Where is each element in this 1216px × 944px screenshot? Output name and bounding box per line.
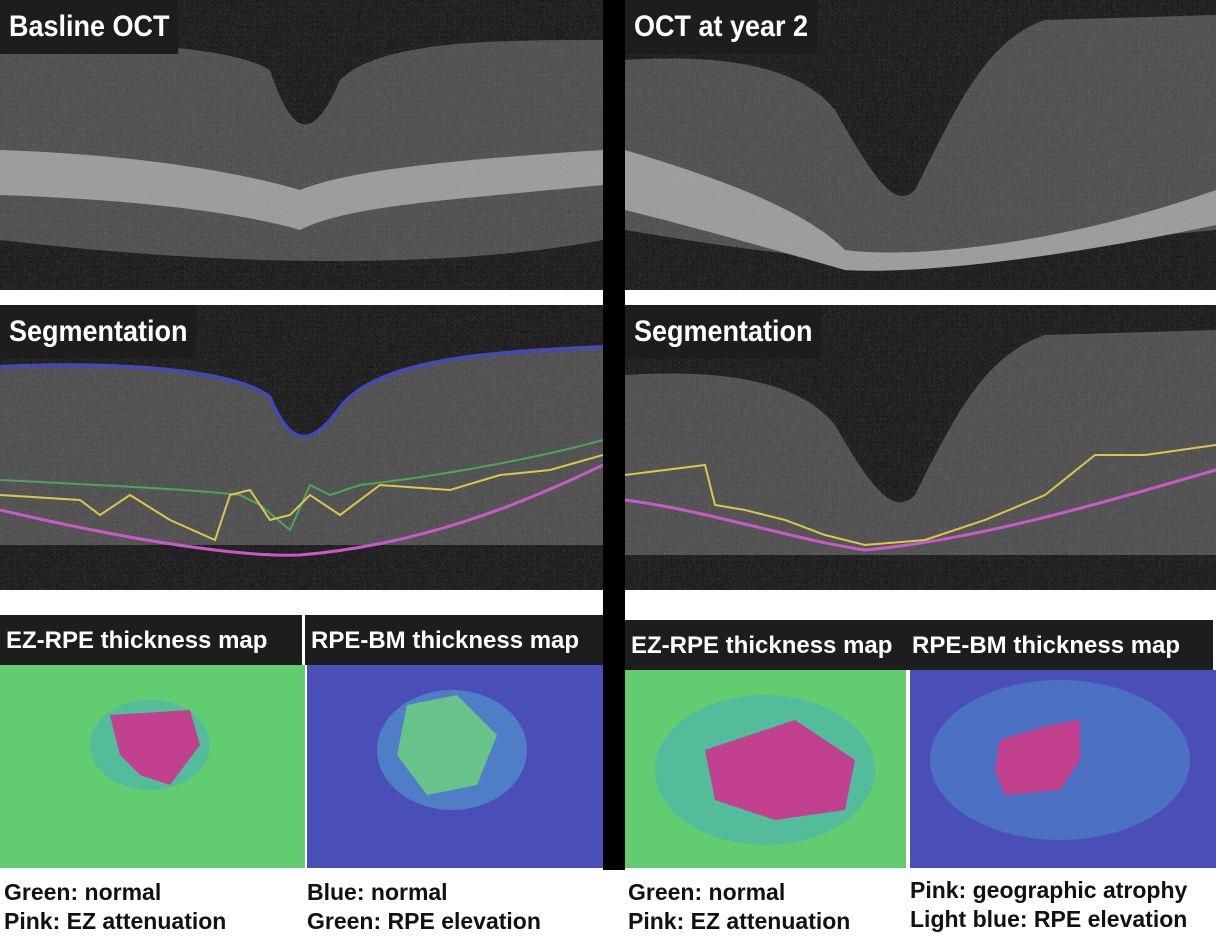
rpe-bm-thickness-map-baseline: [307, 665, 603, 868]
caption-line: Light blue: RPE elevation: [910, 906, 1188, 932]
map-title: RPE-BM thickness map: [305, 615, 603, 665]
panel-title: Segmentation: [625, 305, 822, 359]
caption-line: Pink: EZ attenuation: [628, 908, 851, 934]
year2-oct-image: OCT at year 2: [625, 0, 1216, 290]
caption-line: Pink: geographic atrophy: [910, 877, 1188, 903]
panel-title: Basline OCT: [0, 0, 179, 54]
caption: Blue: normal Green: RPE elevation: [307, 878, 541, 936]
caption: Green: normal Pink: EZ attenuation: [4, 878, 226, 936]
caption-line: Blue: normal: [307, 879, 448, 905]
caption-line: Green: normal: [4, 879, 162, 905]
year2-segmentation-image: Segmentation: [625, 305, 1216, 590]
panel-title: OCT at year 2: [625, 0, 818, 54]
baseline-oct-image: Basline OCT: [0, 0, 603, 290]
divider: [603, 0, 625, 870]
ez-rpe-thickness-map-year2: [625, 670, 906, 868]
map-title: EZ-RPE thickness map: [625, 620, 907, 670]
ez-rpe-thickness-map-baseline: [0, 665, 305, 868]
caption: Pink: geographic atrophy Light blue: RPE …: [910, 876, 1187, 934]
rpe-bm-thickness-map-year2: [910, 670, 1216, 868]
caption-line: Green: RPE elevation: [307, 908, 541, 934]
caption-line: Pink: EZ attenuation: [4, 908, 227, 934]
caption: Green: normal Pink: EZ attenuation: [628, 878, 850, 936]
map-title: RPE-BM thickness map: [906, 620, 1213, 670]
caption-line: Green: normal: [628, 879, 786, 905]
baseline-segmentation-image: Segmentation: [0, 305, 603, 590]
panel-title: Segmentation: [0, 305, 197, 359]
map-title: EZ-RPE thickness map: [0, 615, 302, 665]
